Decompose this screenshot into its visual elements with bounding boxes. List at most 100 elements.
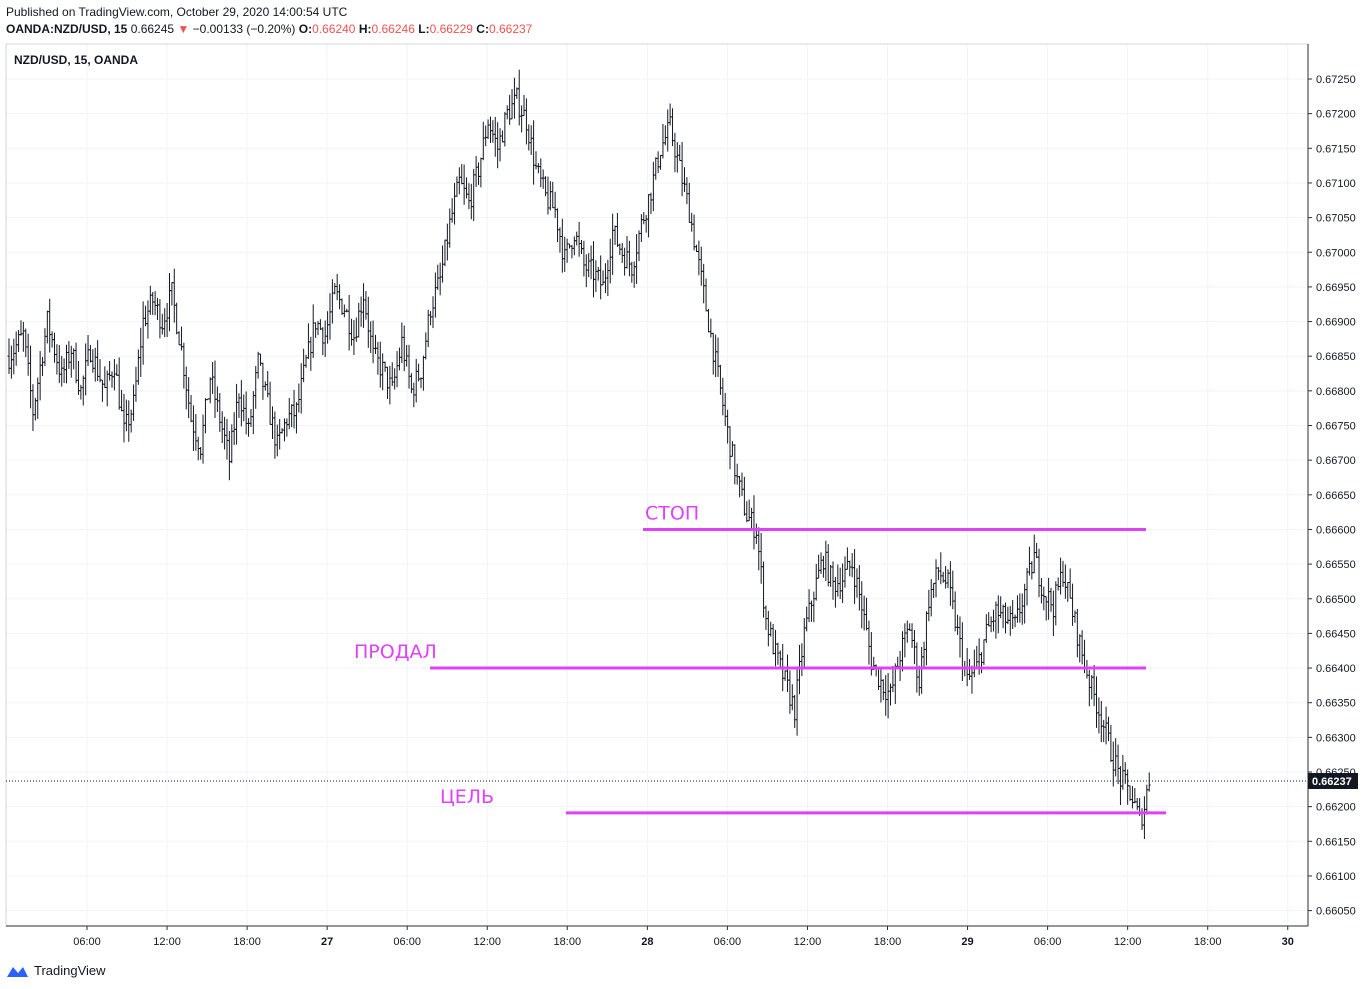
ohlc-bar	[764, 605, 768, 630]
ohlc-bar	[1092, 664, 1096, 707]
ohlc-bar	[553, 191, 557, 219]
ohlc-bar	[956, 614, 960, 635]
ohlc-bar	[136, 349, 140, 385]
ohlc-bar	[1061, 560, 1065, 587]
ohlc-bar	[280, 428, 284, 434]
ohlc-bar	[750, 507, 754, 530]
ohlc-bar	[148, 285, 152, 315]
ohlc-bar	[584, 254, 588, 288]
annotation-label: СТОП	[645, 502, 699, 524]
high-value: 0.66246	[371, 22, 415, 36]
ohlc-bar	[1049, 587, 1053, 612]
ohlc-bar	[661, 124, 665, 159]
ohlc-bar	[596, 266, 600, 281]
ohlc-bar	[850, 553, 854, 578]
ohlc-bar	[599, 255, 603, 300]
ohlc-bar	[167, 273, 171, 332]
ohlc-bar	[306, 323, 310, 359]
ohlc-bar	[881, 679, 885, 701]
low-value: 0.66229	[429, 22, 473, 36]
ohlc-bar	[865, 597, 869, 631]
tradingview-logo-icon	[7, 967, 28, 977]
ohlc-bar	[896, 656, 900, 668]
ohlc-bar	[187, 377, 191, 419]
ohlc-bar	[223, 416, 227, 450]
ohlc-bar	[1071, 583, 1075, 626]
ohlc-bar	[855, 568, 859, 598]
ohlc-bar	[79, 384, 83, 400]
annotations[interactable]: СТОП ПРОДАЛ ЦЕЛЬ	[354, 502, 1166, 815]
ohlc-bar	[635, 234, 639, 284]
ohlc-bar	[678, 144, 682, 162]
price-tick-label: 0.66150	[1316, 836, 1356, 848]
close-value: 0.66237	[488, 22, 533, 36]
ohlc-bar	[218, 392, 222, 432]
ohlc-bar	[127, 400, 131, 442]
ohlc-bar	[1059, 557, 1063, 595]
last-price-badge	[1308, 773, 1358, 790]
ohlc-bar	[1073, 610, 1077, 623]
ohlc-bar	[139, 327, 143, 377]
price-axis[interactable]: 0.67250 0.67200 0.67150 0.67100 0.67050 0.670…	[1308, 74, 1358, 918]
ohlc-bar	[800, 643, 804, 677]
ohlc-bar	[1032, 534, 1036, 574]
ohlc-bar	[117, 357, 121, 410]
ohlc-bar	[1135, 797, 1139, 811]
ohlc-bar	[996, 595, 1000, 634]
ohlc-bar	[759, 532, 763, 584]
ohlc-bar	[450, 198, 454, 223]
ohlc-bar	[297, 383, 301, 413]
price-tick-label: 0.67000	[1316, 247, 1356, 259]
ohlc-bar	[211, 362, 215, 394]
ohlc-bar	[821, 555, 825, 578]
ohlc-bar	[984, 614, 988, 643]
ohlc-bar	[951, 570, 955, 610]
ohlc-bar	[48, 298, 52, 353]
price-tick-label: 0.66450	[1316, 628, 1356, 640]
ohlc-bar	[182, 342, 186, 389]
open-value: 0.66240	[312, 22, 356, 36]
ohlc-bar	[795, 667, 799, 736]
ohlc-bar	[637, 230, 641, 262]
time-tick-label: 12:00	[153, 936, 181, 948]
ohlc-bar	[328, 293, 332, 340]
ohlc-bar	[153, 291, 157, 316]
ohlc-bar	[443, 239, 447, 267]
symbol-name: OANDA:NZD/USD, 15	[6, 22, 128, 36]
ohlc-bar	[338, 284, 342, 310]
time-tick-label: 06:00	[393, 936, 421, 948]
ohlc-bar	[551, 181, 555, 209]
ohlc-bar	[500, 130, 504, 143]
ohlc-bar	[587, 253, 591, 278]
ohlc-bar	[927, 589, 931, 622]
ohlc-bar	[582, 240, 586, 277]
ohlc-bar	[393, 368, 397, 390]
ohlc-bar	[72, 348, 76, 370]
ohlc-bar	[378, 341, 382, 388]
ohlc-bar	[93, 347, 97, 382]
ohlc-bar	[817, 554, 821, 579]
ohlc-bar	[330, 279, 334, 324]
price-tick-label: 0.66800	[1316, 386, 1356, 398]
ohlc-bar	[898, 650, 902, 682]
ohlc-bar	[371, 320, 375, 364]
ohlc-bar	[833, 576, 837, 608]
annotation-label: ПРОДАЛ	[354, 641, 437, 663]
ohlc-bar	[944, 565, 948, 589]
ohlc-bar	[723, 392, 727, 427]
ohlc-bar	[261, 362, 265, 400]
ohlc-bar	[752, 495, 756, 550]
ohlc-bar	[721, 377, 725, 416]
ohlc-bar	[347, 295, 351, 351]
time-axis[interactable]: 06:00 12:00 18:00 27 06:00 12:00 18:00 28 06:00 1…	[73, 926, 1294, 948]
ohlc-bar	[493, 116, 497, 157]
time-tick-label: 27	[321, 936, 333, 948]
ohlc-bar	[874, 664, 878, 677]
ohlc-bar	[522, 94, 526, 117]
ohlc-bar	[1025, 567, 1029, 606]
ohlc-bar	[663, 125, 667, 146]
ohlc-bar	[1001, 604, 1005, 629]
ohlc-bar	[151, 291, 155, 315]
ohlc-bar	[132, 384, 136, 421]
